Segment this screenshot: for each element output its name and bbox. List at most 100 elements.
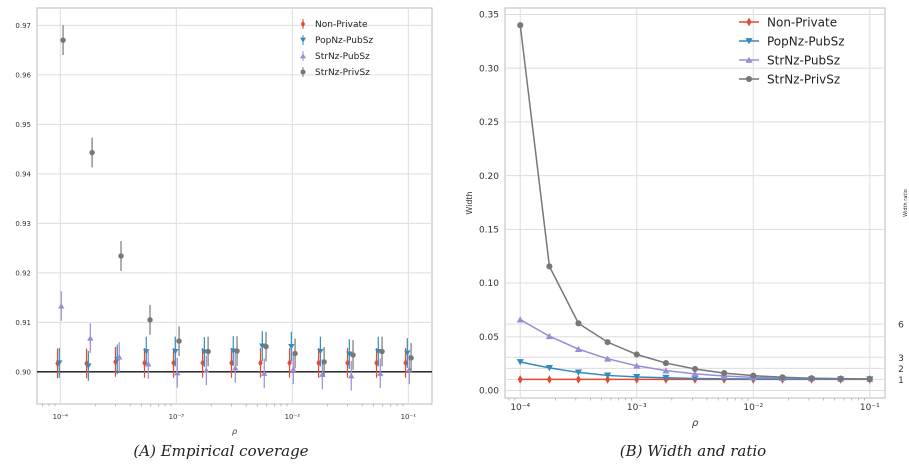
series-strnz-privsz [517, 22, 873, 383]
legend-label: StrNz-PrivSz [767, 72, 840, 86]
data-point [176, 338, 182, 344]
data-point [517, 22, 524, 29]
legend-marker [300, 53, 306, 59]
legend-label: StrNz-PrivSz [315, 68, 370, 78]
data-point [633, 374, 641, 381]
legend-item: StrNz-PubSz [739, 53, 840, 67]
data-point [348, 372, 355, 379]
data-point [633, 362, 641, 369]
data-point [605, 375, 611, 384]
ratio-tick-label: 1 [898, 376, 904, 386]
x-tick-label: 10⁻¹ [860, 403, 880, 413]
data-point [408, 355, 414, 361]
legend-label: StrNz-PubSz [315, 52, 370, 62]
data-point [89, 149, 95, 156]
y-tick-label: 0.20 [479, 172, 499, 182]
legend-item: Non-Private [300, 19, 368, 30]
chart-coverage: 10⁻⁴ 10⁻³ 10⁻² 10⁻¹ 0.90 0.91 0.92 0.93 0.94 0.95… [15, 7, 433, 460]
series-strnz-privsz [60, 25, 414, 377]
data-point [261, 370, 268, 376]
legend-label: StrNz-PubSz [767, 53, 840, 67]
figure-caption: (A) Empirical coverage [133, 442, 308, 460]
ratio-tick-label: 2 [898, 365, 904, 375]
data-point [263, 343, 269, 350]
data-point [750, 372, 757, 379]
data-point [321, 359, 327, 365]
y-tick-label: 0.92 [15, 269, 31, 277]
data-point [517, 375, 523, 384]
data-point [229, 359, 234, 367]
data-point [575, 320, 582, 327]
data-point [866, 375, 873, 383]
data-point [290, 366, 297, 372]
data-point [516, 316, 524, 323]
figure-caption: (B) Width and ratio [620, 442, 766, 460]
data-point [691, 375, 699, 382]
data-point [58, 303, 65, 309]
legend-label: PopNz-PubSz [315, 36, 373, 46]
legend-item: StrNz-PubSz [300, 51, 370, 62]
data-point [604, 339, 611, 346]
data-point [377, 370, 384, 376]
legend-marker [300, 20, 306, 28]
data-point [174, 369, 181, 376]
data-point [234, 348, 240, 354]
legend-label: Non-Private [767, 15, 837, 29]
legend-label: PopNz-PubSz [767, 34, 845, 48]
data-point [545, 365, 554, 372]
data-point [85, 363, 92, 369]
data-point [292, 350, 298, 357]
data-point [604, 355, 612, 362]
data-point [808, 375, 815, 382]
data-point [516, 359, 524, 366]
data-point [546, 375, 552, 384]
data-point [316, 359, 321, 367]
legend-marker [746, 17, 752, 27]
x-tick-label: 10⁻³ [169, 413, 185, 421]
y-tick-label: 0.93 [15, 220, 31, 228]
y-tick-label: 0.95 [15, 121, 31, 129]
data-point [56, 360, 63, 366]
data-point [205, 348, 211, 355]
data-point [288, 344, 295, 350]
data-point [147, 317, 153, 323]
data-point [404, 350, 411, 356]
legend-marker [745, 56, 753, 63]
x-tick-label: 10⁻³ [627, 403, 647, 413]
x-tick-label: 10⁻⁴ [53, 413, 69, 421]
legend-item: Non-Private [739, 15, 837, 29]
y-tick-label: 0.30 [479, 64, 499, 74]
series-popnz-pubsz [56, 331, 411, 381]
data-point [574, 345, 583, 352]
legend-marker [745, 38, 753, 45]
data-point [403, 359, 408, 367]
data-point [691, 370, 699, 377]
data-point [604, 372, 612, 379]
data-point [287, 359, 292, 367]
data-point [116, 354, 123, 360]
x-tick-label: 10⁻² [285, 413, 301, 421]
series-non-private [55, 347, 408, 379]
data-point [232, 364, 239, 371]
legend-item: StrNz-PrivSz [739, 72, 840, 86]
data-point [779, 374, 786, 381]
legend-item: PopNz-PubSz [739, 34, 845, 48]
data-point [721, 370, 728, 377]
data-point [203, 367, 210, 373]
legend-label: Non-Private [315, 20, 368, 30]
y-axis-label: Width [465, 191, 474, 214]
y-tick-label: 0.10 [479, 279, 499, 289]
x-tick-label: 10⁻¹ [401, 413, 417, 421]
y-tick-label: 0.97 [15, 22, 31, 30]
ratio-tick-label: 3 [898, 354, 904, 364]
y-tick-label: 0.94 [15, 170, 31, 178]
data-point [662, 367, 670, 374]
legend-marker [300, 37, 306, 43]
legend-item: PopNz-PubSz [300, 35, 373, 46]
data-point [259, 343, 266, 349]
data-point [379, 348, 385, 355]
y-tick-label: 0.35 [479, 11, 499, 21]
legend-item: StrNz-PrivSz [300, 67, 370, 78]
x-axis-label: ρ [692, 418, 699, 429]
